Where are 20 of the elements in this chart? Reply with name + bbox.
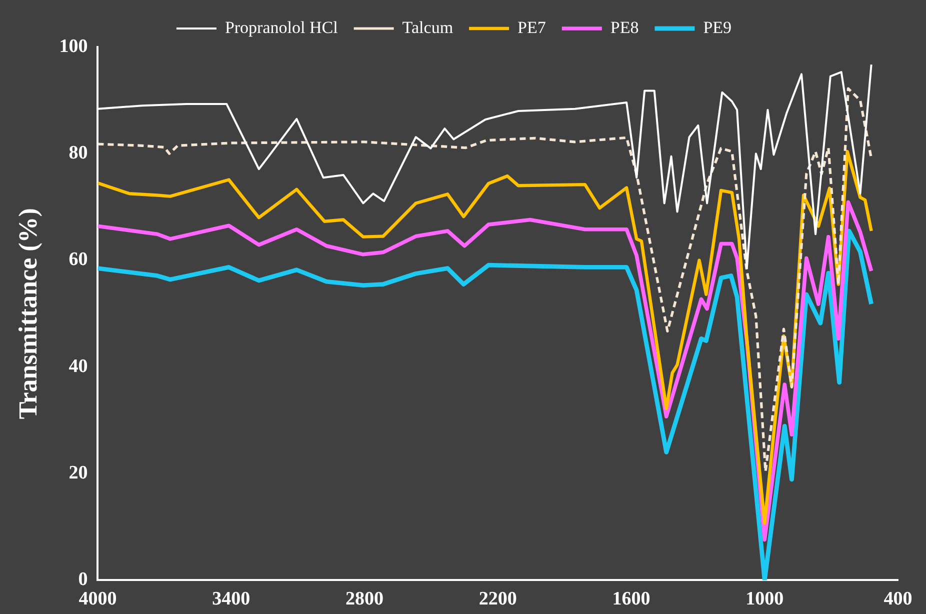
x-tick-label: 400 xyxy=(884,588,912,610)
x-tick-label: 2200 xyxy=(478,588,517,610)
y-tick-label: 20 xyxy=(68,462,88,484)
legend-label: PE8 xyxy=(610,18,639,37)
legend-label: Propranolol HCl xyxy=(224,18,338,37)
y-tick-label: 80 xyxy=(68,142,88,164)
x-tick-label: 3400 xyxy=(212,588,250,610)
y-tick-label: 100 xyxy=(59,36,88,57)
y-tick-label: 0 xyxy=(78,569,88,590)
legend-label: PE9 xyxy=(703,18,732,37)
x-tick-label: 2800 xyxy=(345,588,384,610)
x-tick-label: 1600 xyxy=(612,588,650,610)
line-series xyxy=(98,87,873,473)
legend-label: PE7 xyxy=(518,18,546,37)
legend-label: Talcum xyxy=(402,18,454,37)
x-tick-label: 1000 xyxy=(746,588,784,610)
y-axis-title: Transmittance (%) xyxy=(13,208,42,420)
y-tick-label: 60 xyxy=(68,249,88,270)
x-tick-label: 4000 xyxy=(78,588,117,610)
y-tick-label: 40 xyxy=(68,356,88,377)
